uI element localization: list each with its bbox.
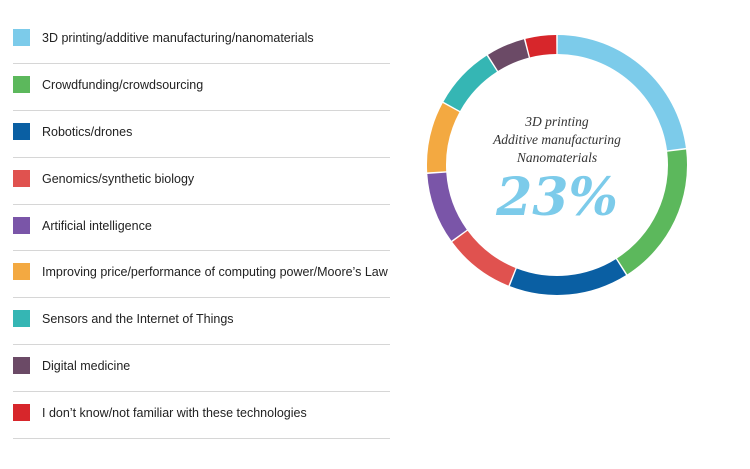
donut-slice <box>443 55 497 111</box>
legend-item: Improving price/performance of computing… <box>13 251 390 299</box>
center-label-line-1: 3D printing <box>524 114 589 129</box>
donut-slice <box>557 35 686 151</box>
center-label-line-3: Nanomaterials <box>516 150 597 165</box>
legend-swatch <box>13 404 30 422</box>
donut-slice <box>488 39 529 71</box>
legend-swatch <box>13 29 30 46</box>
legend-item: I don’t know/not familiar with these tec… <box>13 392 390 440</box>
legend-label: Improving price/performance of computing… <box>42 265 388 280</box>
legend-label: I don’t know/not familiar with these tec… <box>42 406 307 421</box>
donut-chart: 3D printing Additive manufacturing Nanom… <box>427 35 687 295</box>
donut-slices <box>427 35 687 295</box>
center-label-line-2: Additive manufacturing <box>492 132 621 147</box>
donut-slice <box>509 259 626 295</box>
legend-item: Artificial intelligence <box>13 205 390 252</box>
legend-swatch <box>13 75 30 93</box>
legend-item: Crowdfunding/crowdsourcing <box>13 64 390 111</box>
legend-label: Crowdfunding/crowdsourcing <box>42 77 204 92</box>
legend-swatch <box>13 310 30 328</box>
legend-label: Artificial intelligence <box>42 218 152 233</box>
chart-legend: 3D printing/additive manufacturing/nanom… <box>13 17 390 440</box>
legend-label: Genomics/synthetic biology <box>42 171 195 186</box>
legend-label: Digital medicine <box>42 359 131 374</box>
donut-slice <box>525 35 557 58</box>
donut-slice <box>427 103 460 173</box>
legend-swatch <box>13 122 30 140</box>
donut-slice <box>452 230 516 286</box>
legend-label: 3D printing/additive manufacturing/nanom… <box>42 31 314 45</box>
legend-swatch <box>13 263 30 281</box>
donut-slice <box>617 149 687 275</box>
donut-slice <box>427 172 467 241</box>
legend-item: Robotics/drones <box>13 111 390 158</box>
center-value: 23% <box>495 167 618 228</box>
legend-item: Digital medicine <box>13 345 390 393</box>
legend-label: Robotics/drones <box>42 124 133 139</box>
legend-item: Genomics/synthetic biology <box>13 158 390 205</box>
legend-swatch <box>13 169 30 187</box>
legend-swatch <box>13 357 30 375</box>
legend-swatch <box>13 216 30 234</box>
legend-label: Sensors and the Internet of Things <box>42 312 234 327</box>
legend-item: Sensors and the Internet of Things <box>13 298 390 346</box>
legend-item: 3D printing/additive manufacturing/nanom… <box>13 17 390 64</box>
